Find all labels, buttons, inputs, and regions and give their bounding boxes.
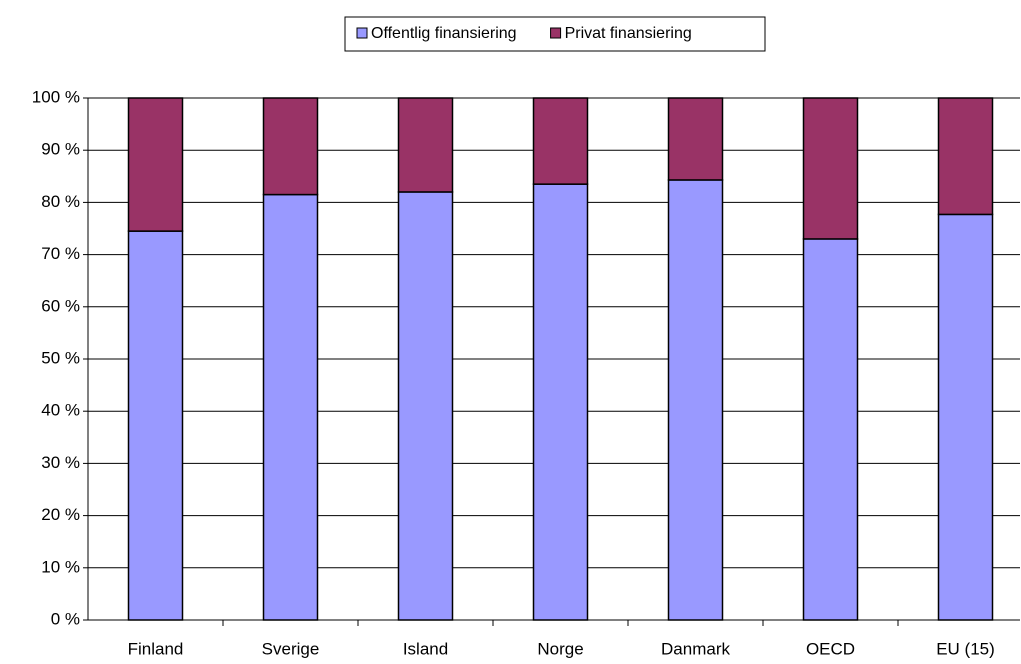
bar-segment bbox=[127, 97, 184, 232]
y-tick-label: 70 % bbox=[41, 244, 80, 263]
x-tick-label: Island bbox=[403, 639, 448, 658]
bar-segment bbox=[937, 97, 994, 216]
bar-segment bbox=[127, 230, 184, 621]
bar-segment bbox=[532, 97, 589, 185]
bar-segment bbox=[262, 193, 319, 621]
x-tick-label: OECD bbox=[806, 639, 855, 658]
y-tick-label: 100 % bbox=[32, 87, 80, 106]
y-tick-label: 10 % bbox=[41, 557, 80, 576]
y-tick-label: 60 % bbox=[41, 296, 80, 315]
bar-segment bbox=[937, 213, 994, 621]
legend-swatch bbox=[356, 27, 368, 39]
bar-segment bbox=[262, 97, 319, 196]
bar-segment bbox=[667, 97, 724, 181]
x-tick-label: Norge bbox=[537, 639, 583, 658]
bar-segment bbox=[667, 179, 724, 621]
y-tick-label: 50 % bbox=[41, 348, 80, 367]
bar-segment bbox=[397, 191, 454, 621]
legend-label: Offentlig finansiering bbox=[371, 25, 517, 42]
y-tick-label: 80 % bbox=[41, 192, 80, 211]
x-tick-label: Danmark bbox=[661, 639, 730, 658]
x-tick-label: EU (15) bbox=[936, 639, 995, 658]
x-tick-label: Finland bbox=[128, 639, 184, 658]
bar-segment bbox=[802, 238, 859, 621]
bar-segment bbox=[397, 97, 454, 193]
x-tick-label: Sverige bbox=[262, 639, 320, 658]
legend-swatch bbox=[550, 27, 562, 39]
y-tick-label: 30 % bbox=[41, 453, 80, 472]
legend-label: Privat finansiering bbox=[565, 25, 692, 42]
bar-segment bbox=[532, 183, 589, 621]
bar-segment bbox=[802, 97, 859, 240]
y-tick-label: 40 % bbox=[41, 401, 80, 420]
y-tick-label: 20 % bbox=[41, 505, 80, 524]
y-tick-label: 0 % bbox=[51, 609, 80, 628]
y-tick-label: 90 % bbox=[41, 140, 80, 159]
